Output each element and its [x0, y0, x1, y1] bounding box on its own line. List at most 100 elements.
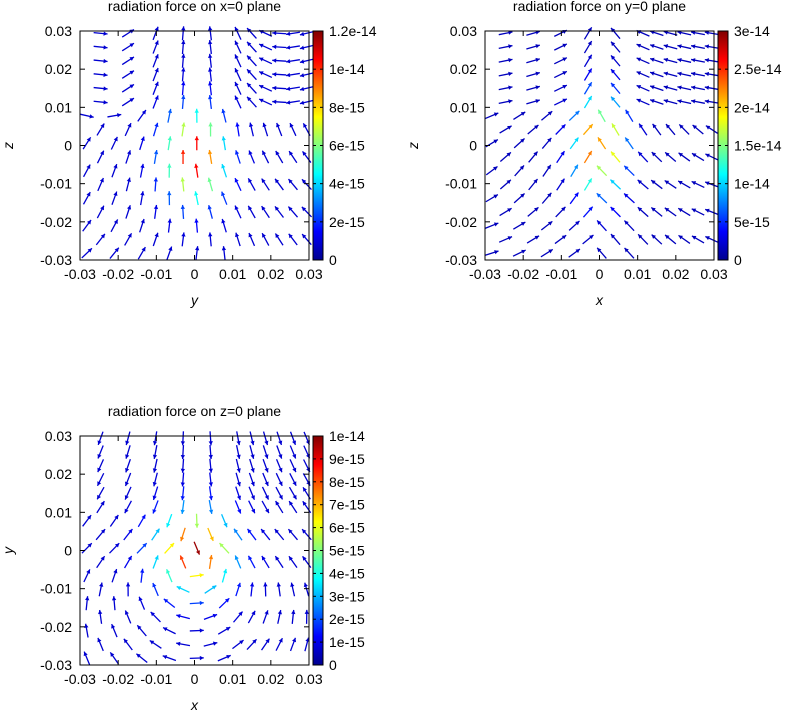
vector-arrow [272, 99, 287, 104]
vector-arrow [167, 218, 172, 233]
vector-arrow [207, 149, 213, 164]
vector-arrow [96, 555, 106, 569]
vector-arrow [180, 204, 185, 219]
vector-arrow [597, 136, 607, 150]
vector-arrow [121, 83, 135, 93]
vector-arrow [235, 472, 241, 487]
vector-arrow [556, 150, 566, 164]
vector-arrow [138, 596, 146, 610]
vector-arrow [677, 44, 692, 50]
vector-arrow [235, 458, 241, 473]
vector-arrow [274, 528, 285, 541]
vector-arrow [248, 150, 256, 164]
vector-arrow [290, 582, 296, 597]
y-tick-label: -0.03 [445, 252, 477, 268]
vector-arrow [664, 207, 677, 217]
colorbar-tick-label: 6e-15 [329, 520, 365, 536]
vector-arrow [221, 246, 227, 261]
vector-arrow [124, 232, 133, 246]
x-tick-label: 0.02 [257, 266, 284, 282]
vector-arrow [301, 233, 312, 246]
vector-arrow [248, 122, 254, 137]
vector-arrow [514, 165, 525, 177]
vector-arrow [485, 250, 499, 256]
x-axis-label: y [190, 292, 199, 308]
vector-arrow [263, 582, 268, 597]
vector-arrow [82, 191, 91, 205]
x-tick-label: 0.01 [624, 266, 651, 282]
colorbar-tick-label: 2.5e-14 [734, 61, 782, 77]
vector-arrow [152, 472, 158, 487]
vector-arrow [235, 582, 241, 597]
vector-arrow [275, 472, 283, 487]
vector-arrow [180, 527, 186, 542]
x-tick-label: -0.02 [102, 266, 134, 282]
vector-arrow [109, 652, 119, 665]
vector-arrow [152, 26, 159, 41]
vector-arrow [691, 235, 705, 244]
vector-arrow [125, 150, 132, 164]
vector-arrow [541, 192, 552, 204]
vector-arrow [152, 458, 158, 473]
vector-arrow [125, 431, 131, 446]
vector-arrow [247, 205, 256, 219]
vector-arrow [274, 205, 284, 218]
vector-arrow [162, 655, 177, 662]
vector-arrow [272, 30, 287, 36]
vector-arrow [136, 542, 148, 554]
colorbar-tick-label: 2e-15 [329, 611, 365, 627]
vector-arrow [84, 623, 89, 638]
vector-arrow [262, 431, 269, 446]
vector-arrow [139, 163, 145, 178]
vector-arrow [261, 638, 270, 651]
vector-arrow [610, 96, 621, 108]
colorbar-tick-label: 1e-15 [329, 634, 365, 650]
vector-arrow [164, 542, 175, 554]
vector-arrow [526, 71, 540, 78]
panel-1: radiation force on x=0 plane -0.03 -0.02 -0… [0, 0, 377, 308]
vector-arrow [83, 569, 91, 583]
vector-arrow [649, 44, 664, 50]
vector-arrow [526, 235, 540, 244]
vector-arrow [167, 136, 172, 151]
vector-arrow [249, 431, 255, 446]
vector-arrow [246, 68, 257, 81]
vector-arrow [553, 84, 568, 92]
vector-arrow [208, 431, 213, 446]
vector-arrow [82, 136, 92, 150]
vector-arrow [203, 613, 218, 620]
vector-arrow [93, 31, 108, 36]
vector-arrow [664, 234, 677, 245]
vector-arrow [258, 43, 273, 51]
vector-arrow [272, 44, 287, 49]
vector-arrow [208, 26, 213, 41]
vector-arrow [82, 219, 92, 232]
vector-arrow [650, 179, 663, 190]
vector-arrow [121, 42, 135, 52]
vector-arrow [221, 136, 227, 151]
vector-arrow [299, 72, 314, 78]
colorbar-tick-label: 0 [329, 252, 337, 268]
vector-arrow [302, 555, 312, 568]
vector-arrow [235, 150, 241, 164]
vector-arrow [235, 122, 240, 137]
vector-arrow [625, 109, 634, 123]
x-tick-label: 0.03 [295, 671, 322, 687]
vector-arrow [636, 71, 650, 78]
vector-arrow [261, 178, 270, 191]
vector-arrow [304, 609, 309, 624]
vector-arrow [677, 85, 692, 91]
vector-arrow [221, 568, 228, 583]
vector-arrow [287, 178, 298, 191]
y-tick-label: 0.02 [45, 466, 72, 482]
colorbar-tick-label: 1e-14 [329, 61, 365, 77]
vector-arrow [181, 67, 186, 82]
vector-arrow [610, 233, 621, 246]
vector-arrow [258, 84, 273, 92]
vector-arrow [109, 514, 119, 527]
vector-arrow [513, 221, 526, 230]
vector-arrow [247, 555, 256, 569]
vector-arrow [249, 458, 255, 473]
vector-arrow [596, 192, 608, 204]
vector-arrow [96, 500, 105, 514]
